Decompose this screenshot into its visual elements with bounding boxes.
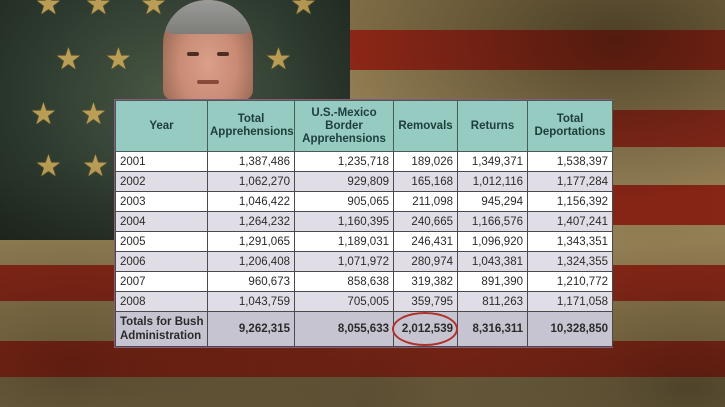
cell-total-deportations: 1,343,351	[527, 231, 613, 252]
cell-total-apprehensions: 1,264,232	[207, 211, 295, 232]
cell-year: 2007	[115, 271, 208, 292]
star-icon: ★	[30, 98, 57, 131]
deportation-table: Year Total Apprehensions U.S.-Mexico Bor…	[115, 100, 613, 347]
table-row: 2003 1,046,422 905,065 211,098 945,294 1…	[115, 191, 613, 212]
cell-returns: 1,166,576	[457, 211, 528, 232]
cell-border-apprehensions: 858,638	[294, 271, 394, 292]
total-apprehensions-sum: 9,262,315	[207, 311, 295, 347]
cell-removals: 165,168	[393, 171, 458, 192]
cell-year: 2001	[115, 151, 208, 172]
cell-removals: 280,974	[393, 251, 458, 272]
star-icon: ★	[85, 0, 112, 21]
header-removals: Removals	[393, 100, 458, 152]
cell-removals: 240,665	[393, 211, 458, 232]
cell-border-apprehensions: 905,065	[294, 191, 394, 212]
total-deportations-sum: 10,328,850	[527, 311, 613, 347]
star-icon: ★	[290, 0, 317, 21]
cell-year: 2002	[115, 171, 208, 192]
star-icon: ★	[35, 0, 62, 21]
cell-total-apprehensions: 1,387,486	[207, 151, 295, 172]
cell-removals: 359,795	[393, 291, 458, 312]
cell-border-apprehensions: 705,005	[294, 291, 394, 312]
cell-removals: 319,382	[393, 271, 458, 292]
cell-total-apprehensions: 1,043,759	[207, 291, 295, 312]
cell-removals: 246,431	[393, 231, 458, 252]
star-icon: ★	[35, 150, 62, 183]
cell-border-apprehensions: 929,809	[294, 171, 394, 192]
removals-sum-highlighted: 2,012,539	[392, 311, 458, 347]
cell-border-apprehensions: 1,189,031	[294, 231, 394, 252]
table-row: 2001 1,387,486 1,235,718 189,026 1,349,3…	[115, 151, 613, 172]
header-total-deportations: Total Deportations	[527, 100, 613, 152]
cell-border-apprehensions: 1,160,395	[294, 211, 394, 232]
table-row: 2007 960,673 858,638 319,382 891,390 1,2…	[115, 271, 613, 292]
star-icon: ★	[82, 150, 109, 183]
portrait-eye	[187, 52, 199, 56]
cell-total-apprehensions: 960,673	[207, 271, 295, 292]
header-returns: Returns	[457, 100, 528, 152]
cell-returns: 1,349,371	[457, 151, 528, 172]
totals-label: Totals for Bush Administration	[115, 311, 208, 347]
table-row: 2006 1,206,408 1,071,972 280,974 1,043,3…	[115, 251, 613, 272]
cell-year: 2006	[115, 251, 208, 272]
border-apprehensions-sum: 8,055,633	[294, 311, 394, 347]
removals-sum-value: 2,012,539	[401, 323, 453, 335]
cell-returns: 945,294	[457, 191, 528, 212]
portrait-hair	[163, 0, 253, 34]
table-row: 2002 1,062,270 929,809 165,168 1,012,116…	[115, 171, 613, 192]
deportation-table-container: Year Total Apprehensions U.S.-Mexico Bor…	[114, 99, 613, 348]
cell-year: 2004	[115, 211, 208, 232]
cell-returns: 1,012,116	[457, 171, 528, 192]
returns-sum: 8,316,311	[457, 311, 528, 347]
portrait-photo	[163, 0, 253, 100]
cell-returns: 811,263	[457, 291, 528, 312]
star-icon: ★	[55, 43, 82, 76]
cell-year: 2003	[115, 191, 208, 212]
cell-total-deportations: 1,407,241	[527, 211, 613, 232]
header-year: Year	[115, 100, 208, 152]
totals-label-line1: Totals for Bush	[120, 316, 204, 328]
cell-total-deportations: 1,538,397	[527, 151, 613, 172]
portrait-eye	[217, 52, 229, 56]
cell-total-apprehensions: 1,291,065	[207, 231, 295, 252]
table-row: 2008 1,043,759 705,005 359,795 811,263 1…	[115, 291, 613, 312]
totals-row: Totals for Bush Administration 9,262,315 …	[115, 311, 613, 347]
totals-label-line2: Administration	[120, 330, 202, 342]
cell-total-apprehensions: 1,062,270	[207, 171, 295, 192]
cell-border-apprehensions: 1,235,718	[294, 151, 394, 172]
cell-returns: 1,096,920	[457, 231, 528, 252]
cell-total-deportations: 1,156,392	[527, 191, 613, 212]
cell-year: 2005	[115, 231, 208, 252]
star-icon: ★	[105, 43, 132, 76]
cell-removals: 189,026	[393, 151, 458, 172]
cell-total-deportations: 1,171,058	[527, 291, 613, 312]
cell-removals: 211,098	[393, 191, 458, 212]
cell-total-apprehensions: 1,046,422	[207, 191, 295, 212]
cell-year: 2008	[115, 291, 208, 312]
table-row: 2004 1,264,232 1,160,395 240,665 1,166,5…	[115, 211, 613, 232]
cell-returns: 891,390	[457, 271, 528, 292]
header-border-apprehensions: U.S.-Mexico Border Apprehensions	[294, 100, 394, 152]
table-header-row: Year Total Apprehensions U.S.-Mexico Bor…	[115, 100, 613, 152]
star-icon: ★	[80, 98, 107, 131]
cell-border-apprehensions: 1,071,972	[294, 251, 394, 272]
cell-total-deportations: 1,324,355	[527, 251, 613, 272]
cell-returns: 1,043,381	[457, 251, 528, 272]
star-icon: ★	[265, 43, 292, 76]
cell-total-apprehensions: 1,206,408	[207, 251, 295, 272]
portrait-mouth	[197, 80, 219, 84]
table-row: 2005 1,291,065 1,189,031 246,431 1,096,9…	[115, 231, 613, 252]
cell-total-deportations: 1,177,284	[527, 171, 613, 192]
header-total-apprehensions: Total Apprehensions	[207, 100, 295, 152]
flag-stripe-tan	[0, 377, 725, 407]
cell-total-deportations: 1,210,772	[527, 271, 613, 292]
